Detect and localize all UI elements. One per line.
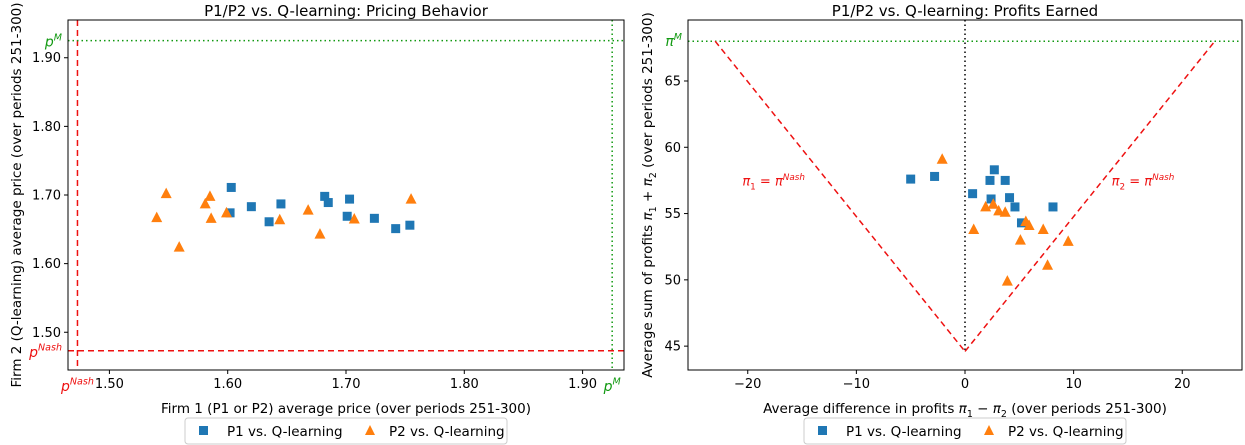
- x-tick-label: 1.70: [332, 377, 361, 392]
- legend-box: [803, 417, 1127, 445]
- p1-point: [246, 202, 256, 212]
- p1-point: [276, 199, 286, 209]
- p2-point: [405, 193, 417, 204]
- x-tick-label: 0: [961, 377, 969, 392]
- p2-point: [936, 153, 948, 164]
- p2-point: [314, 228, 326, 239]
- p2-point: [1023, 219, 1035, 230]
- pricing-x-axis-label: Firm 1 (P1 or P2) average price (over pe…: [161, 401, 531, 417]
- legend-p2-marker: [365, 425, 375, 435]
- x-ref-label-m: pM: [603, 377, 621, 395]
- p1-point: [264, 217, 274, 227]
- p2-point: [980, 200, 992, 212]
- y-ref-label-nash: pNash: [28, 342, 62, 360]
- p2-point: [968, 223, 980, 234]
- p1-point: [968, 189, 978, 199]
- profits-chart: P1/P2 vs. Q-learning: Profits Earned π1 …: [640, 2, 1243, 420]
- y-tick-label: 50: [664, 273, 681, 288]
- y-tick-label: 55: [664, 207, 681, 222]
- profits-x-axis-label: Average difference in profits π1 − π2 (o…: [763, 401, 1167, 420]
- p1-point: [986, 194, 996, 204]
- p2-point: [160, 187, 172, 199]
- p1-point: [342, 211, 352, 221]
- p1-point: [985, 175, 995, 185]
- p2-point: [151, 211, 163, 223]
- pricing-legend: P1 vs. Q-learning P2 vs. Q-learning: [184, 417, 508, 445]
- x-tick-label: −20: [734, 377, 761, 392]
- nash-boundary-left: [714, 40, 966, 352]
- x-tick-label: 1.50: [95, 377, 124, 392]
- legend-p2-marker: [984, 425, 994, 435]
- p2-point: [348, 213, 360, 224]
- x-tick-label: −10: [843, 377, 870, 392]
- x-tick-label: 20: [1174, 377, 1191, 392]
- y-tick-label: 65: [664, 74, 681, 89]
- annotation-pi1-nash: π1 = πNash: [742, 173, 805, 193]
- pricing-chart-title: P1/P2 vs. Q-learning: Pricing Behavior: [204, 2, 489, 20]
- p2-point: [199, 197, 211, 209]
- legend-p2-label: P2 vs. Q-learning: [389, 424, 505, 440]
- p2-point: [987, 198, 999, 209]
- profits-chart-title: P1/P2 vs. Q-learning: Profits Earned: [832, 2, 1098, 20]
- p2-point: [302, 204, 314, 215]
- p1-point: [369, 213, 379, 223]
- legend-p1-marker: [818, 426, 827, 435]
- p1-point: [225, 208, 235, 218]
- p2-point: [173, 241, 185, 252]
- p1-point: [345, 194, 355, 204]
- p2-point: [1042, 259, 1054, 270]
- nash-boundary-right: [964, 40, 1216, 352]
- y-tick-label: 1.50: [32, 326, 61, 341]
- x-tick-label: 10: [1065, 377, 1082, 392]
- y-tick-label: 1.60: [32, 257, 61, 272]
- p2-point: [1001, 275, 1013, 286]
- p1-point: [405, 220, 415, 230]
- p1-point: [1000, 175, 1010, 185]
- p2-point: [999, 206, 1011, 217]
- legend-p1-label: P1 vs. Q-learning: [846, 424, 962, 440]
- legend-p1-marker: [199, 426, 208, 435]
- profits-y-axis-label: Average sum of profits π1 + π2 (over per…: [640, 12, 659, 378]
- p2-point: [205, 212, 217, 223]
- p2-point: [1037, 223, 1049, 234]
- y-tick-label: 1.90: [32, 51, 61, 66]
- y-tick-label: 45: [664, 340, 681, 355]
- p1-point: [1016, 218, 1026, 228]
- legend-p2-label: P2 vs. Q-learning: [1008, 424, 1124, 440]
- p2-point: [1014, 234, 1026, 245]
- y-tick-label: 60: [664, 141, 681, 156]
- x-ref-label-nash: pNash: [60, 377, 94, 395]
- p1-point: [1048, 202, 1058, 212]
- x-tick-label: 1.90: [568, 377, 597, 392]
- legend-box: [184, 417, 508, 445]
- p2-point: [993, 204, 1005, 216]
- p1-point: [930, 171, 940, 181]
- x-tick-label: 1.60: [213, 377, 242, 392]
- p2-point: [274, 213, 286, 225]
- p1-point: [906, 174, 916, 184]
- y-tick-label: 1.80: [32, 120, 61, 135]
- pricing-y-axis-label: Firm 2 (Q-learning) average price (over …: [9, 2, 25, 387]
- x-tick-label: 1.80: [450, 377, 479, 392]
- p1-point: [391, 224, 401, 234]
- pricing-chart: P1/P2 vs. Q-learning: Pricing Behavior 1…: [9, 2, 625, 417]
- p2-point: [204, 190, 216, 201]
- y-tick-label: 1.70: [32, 189, 61, 204]
- p2-point: [1062, 235, 1074, 246]
- p1-point: [989, 165, 999, 175]
- y-ref-label-m: πM: [665, 32, 682, 50]
- p2-point: [221, 206, 233, 218]
- annotation-pi2-nash: π2 = πNash: [1112, 173, 1175, 193]
- p1-point: [323, 198, 333, 208]
- p1-point: [320, 191, 330, 201]
- y-ref-label-m: pM: [44, 32, 62, 50]
- profits-legend: P1 vs. Q-learning P2 vs. Q-learning: [803, 417, 1127, 445]
- legend-p1-label: P1 vs. Q-learning: [227, 424, 343, 440]
- p1-point: [226, 182, 236, 192]
- p1-point: [1010, 202, 1020, 212]
- p1-point: [1005, 193, 1015, 203]
